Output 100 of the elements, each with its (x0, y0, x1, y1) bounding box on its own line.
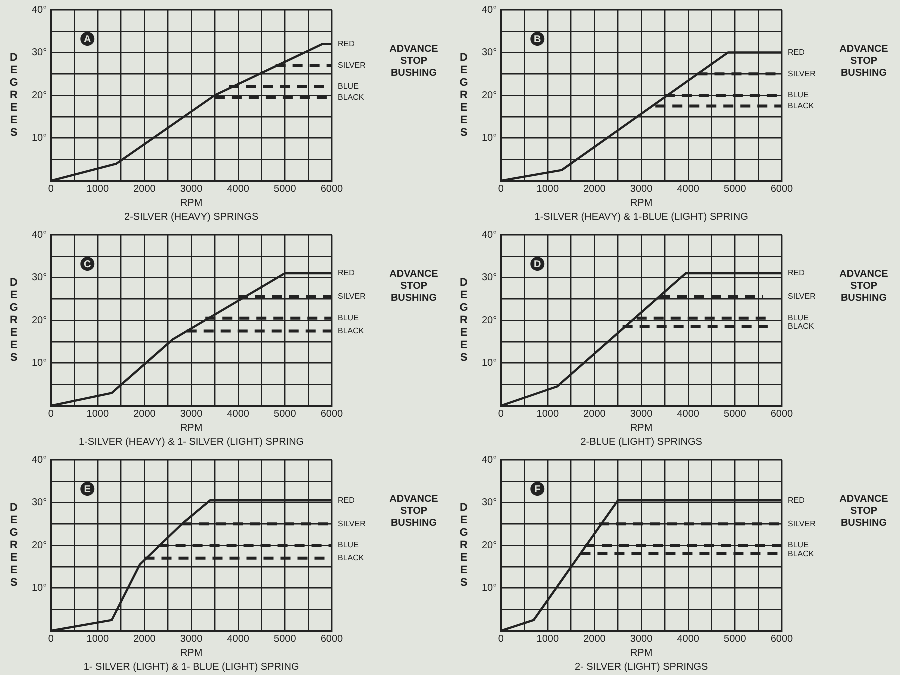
x-axis-title: RPM (180, 198, 203, 209)
series-label: BLACK (338, 92, 365, 102)
text: F (534, 484, 541, 496)
series-label: SILVER (338, 292, 366, 302)
y-axis-title: DEGREES (460, 52, 468, 140)
y-axis-title: DEGREES (460, 502, 468, 590)
x-tick-label: 4000 (677, 408, 700, 420)
x-tick-label: 2000 (584, 634, 606, 645)
x-tick-label: 0 (498, 634, 504, 645)
x-axis-title: RPM (630, 198, 653, 209)
y-tick-label: 20° (482, 540, 498, 552)
x-tick-label: 3000 (630, 184, 654, 195)
text: 1- SILVER (LIGHT) & 1- BLUE (LIGHT) SPRING (84, 662, 300, 673)
y-tick-label: 30° (32, 498, 48, 508)
series-label: RED (788, 496, 806, 505)
y-tick-label: 10° (482, 133, 498, 144)
x-tick-label: 6000 (320, 184, 344, 195)
y-axis-title: DEGREES (10, 502, 18, 590)
x-tick-label: 1000 (536, 634, 560, 645)
y-tick-label: 30° (32, 48, 48, 58)
x-tick-label: 0 (498, 184, 504, 195)
y-tick-label: 30° (482, 272, 498, 284)
y-tick-label: 40° (482, 4, 498, 16)
text: D (534, 259, 542, 270)
series-label: BLUE (788, 90, 809, 100)
y-tick-label: 40° (32, 454, 48, 466)
text: ADVANCE STOP BUSHING (390, 269, 439, 304)
text: ADVANCE STOP BUSHING (390, 494, 439, 530)
x-tick-label: 5000 (274, 408, 297, 420)
x-tick-label: 5000 (274, 634, 297, 645)
y-tick-label: 30° (32, 272, 48, 284)
y-tick-label: 10° (32, 583, 48, 594)
text: B (534, 34, 542, 46)
text: 2-BLUE (LIGHT) SPRINGS (580, 436, 703, 448)
x-tick-label: 3000 (180, 634, 204, 645)
x-tick-label: 0 (48, 184, 54, 195)
series-label: BLUE (788, 540, 809, 550)
text: A (84, 34, 92, 46)
x-tick-label: 1000 (86, 184, 110, 195)
y-tick-label: 10° (32, 358, 48, 369)
y-axis-title: DEGREES (10, 52, 18, 140)
x-tick-label: 2000 (134, 184, 156, 195)
series-label: SILVER (338, 60, 366, 70)
x-tick-label: 6000 (320, 408, 344, 420)
x-tick-label: 3000 (180, 184, 204, 195)
series-label: BLACK (338, 554, 365, 563)
series-label: RED (338, 39, 356, 48)
series-label: BLACK (788, 101, 815, 110)
x-axis-title: RPM (180, 422, 203, 434)
y-tick-label: 40° (482, 230, 498, 241)
text: 1-SILVER (HEAVY) & 1- SILVER (LIGHT) SPRING (79, 436, 304, 448)
y-tick-label: 10° (32, 133, 48, 144)
x-tick-label: 1000 (86, 408, 110, 420)
y-tick-label: 30° (482, 48, 498, 58)
x-tick-label: 3000 (180, 408, 204, 420)
series-label: RED (788, 48, 806, 57)
series-label: RED (338, 268, 356, 278)
x-tick-label: 3000 (630, 634, 654, 645)
x-tick-label: 1000 (536, 408, 560, 420)
y-tick-label: 10° (482, 583, 498, 594)
text: 2-SILVER (HEAVY) SPRINGS (124, 212, 259, 223)
y-tick-label: 40° (32, 4, 48, 16)
x-tick-label: 6000 (770, 634, 794, 645)
y-tick-label: 10° (482, 358, 498, 369)
x-tick-label: 5000 (724, 184, 747, 195)
x-tick-label: 0 (48, 408, 54, 420)
x-axis-title: RPM (630, 422, 653, 434)
x-tick-label: 2000 (584, 184, 606, 195)
series-label: RED (788, 268, 806, 278)
text: ADVANCE STOP BUSHING (840, 494, 889, 530)
x-axis-title: RPM (630, 648, 653, 659)
x-tick-label: 5000 (724, 408, 747, 420)
x-tick-label: 0 (48, 634, 54, 645)
x-tick-label: 4000 (227, 408, 250, 420)
series-label: BLACK (338, 326, 365, 336)
text: SILVER (788, 292, 816, 302)
text: 1-SILVER (HEAVY) & 1-BLUE (LIGHT) SPRING (534, 212, 749, 223)
text: ADVANCE STOP BUSHING (840, 44, 889, 80)
text: BLACK (788, 322, 815, 332)
x-tick-label: 6000 (770, 408, 794, 420)
x-tick-label: 2000 (134, 634, 156, 645)
series-label: BLUE (338, 82, 359, 92)
text: BLUE (788, 314, 809, 323)
x-tick-label: 0 (498, 408, 504, 420)
x-tick-label: 5000 (274, 184, 297, 195)
y-tick-label: 40° (32, 230, 48, 241)
x-tick-label: 6000 (320, 634, 344, 645)
x-tick-label: 4000 (677, 184, 700, 195)
x-tick-label: 2000 (134, 408, 156, 420)
y-axis-title: DEGREES (460, 277, 468, 364)
x-axis-title: RPM (180, 648, 203, 659)
text: 2- SILVER (LIGHT) SPRINGS (574, 662, 708, 673)
series-label: SILVER (338, 519, 366, 528)
series-label: SILVER (788, 519, 816, 528)
x-tick-label: 4000 (227, 634, 250, 645)
y-tick-label: 20° (32, 315, 48, 326)
text: C (84, 259, 92, 270)
x-tick-label: 2000 (584, 408, 606, 420)
x-tick-label: 1000 (86, 634, 110, 645)
x-tick-label: 3000 (630, 408, 654, 420)
